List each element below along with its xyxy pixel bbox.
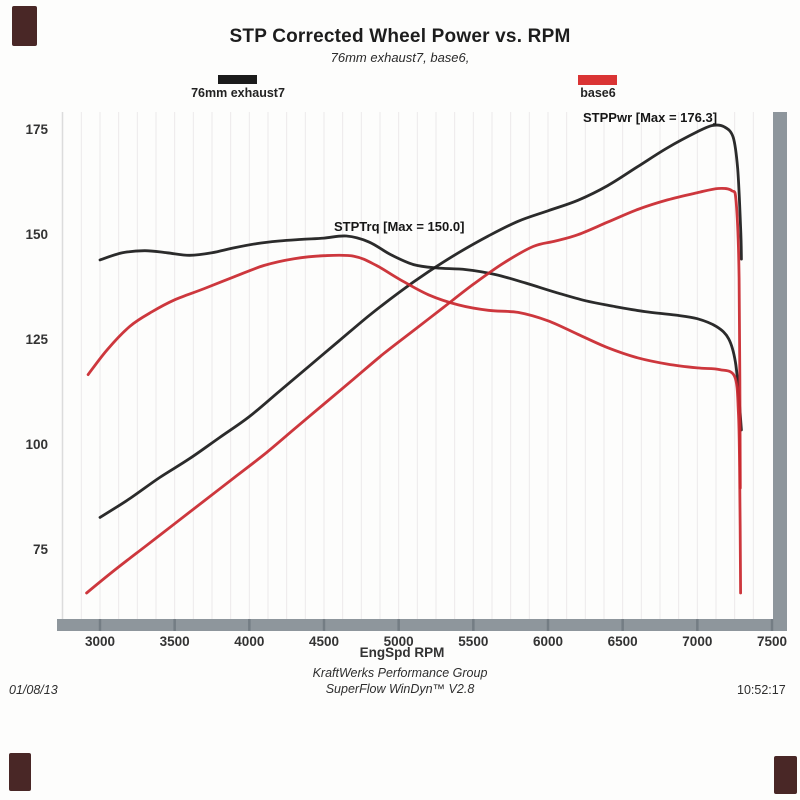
scan-artifact-bottom-left: [9, 753, 31, 791]
x-axis-tick-mark: [248, 619, 251, 631]
x-axis-tick-mark: [621, 619, 624, 631]
footer-time: 10:52:17: [737, 683, 786, 697]
gridlines: [80, 112, 754, 619]
x-tick-label: 6000: [532, 634, 564, 649]
legend-swatch-base6: [578, 75, 617, 85]
curve-stppwr-76mm-exhaust7: [98, 123, 743, 519]
x-axis-bar: [57, 619, 787, 631]
page-title: STP Corrected Wheel Power vs. RPM: [229, 26, 571, 47]
x-axis-tick-mark: [397, 619, 400, 631]
y-tick-label: 175: [25, 122, 48, 137]
x-axis-tick-mark: [98, 619, 102, 631]
x-tick-label: 3500: [159, 634, 190, 649]
legend-label-base6: base6: [580, 86, 616, 100]
x-tick-label: 3000: [84, 634, 116, 649]
curve-stppwr-base6: [85, 186, 742, 595]
curve-layer: [85, 123, 743, 595]
footer-org: KraftWerks Performance Group: [312, 666, 488, 680]
x-tick-label: 4000: [234, 634, 265, 649]
x-axis-tick-mark: [322, 619, 326, 631]
x-axis-tick-mark: [472, 619, 475, 631]
scan-artifact-bottom-right: [774, 756, 797, 794]
x-tick-label: 4500: [308, 634, 340, 649]
y-tick-label: 125: [25, 332, 48, 347]
x-tick-label: 6500: [607, 634, 638, 649]
y-tick-label: 100: [25, 437, 48, 452]
x-tick-label: 5000: [383, 634, 414, 649]
right-axis-bar: [773, 112, 787, 631]
annotation-stptrq-max: STPTrq [Max = 150.0]: [334, 219, 465, 234]
curve-stptrq-base6: [86, 253, 742, 595]
x-tick-label: 7000: [682, 634, 713, 649]
footer-software: SuperFlow WinDyn™ V2.8: [325, 682, 475, 696]
x-axis-tick-mark: [546, 619, 550, 631]
x-axis-tick-marks: [98, 619, 774, 631]
scan-artifact-top-left: [12, 6, 37, 46]
page-subtitle: 76mm exhaust7, base6,: [330, 50, 470, 65]
footer-date: 01/08/13: [9, 683, 58, 697]
y-tick-label: 75: [32, 542, 48, 557]
x-axis-tick-mark: [696, 619, 699, 631]
annotation-stppwr-max: STPPwr [Max = 176.3]: [583, 110, 718, 125]
x-axis-tick-mark: [173, 619, 176, 631]
y-tick-label: 150: [25, 227, 48, 242]
curve-stptrq-76mm-exhaust7: [98, 234, 743, 432]
x-axis-title: EngSpd RPM: [359, 645, 445, 660]
legend-swatch-76mm-exhaust7: [218, 75, 257, 84]
x-axis-tick-mark: [770, 619, 774, 631]
x-tick-label: 7500: [756, 634, 788, 649]
x-tick-label: 5500: [458, 634, 489, 649]
legend-label-76mm-exhaust7: 76mm exhaust7: [191, 86, 285, 100]
